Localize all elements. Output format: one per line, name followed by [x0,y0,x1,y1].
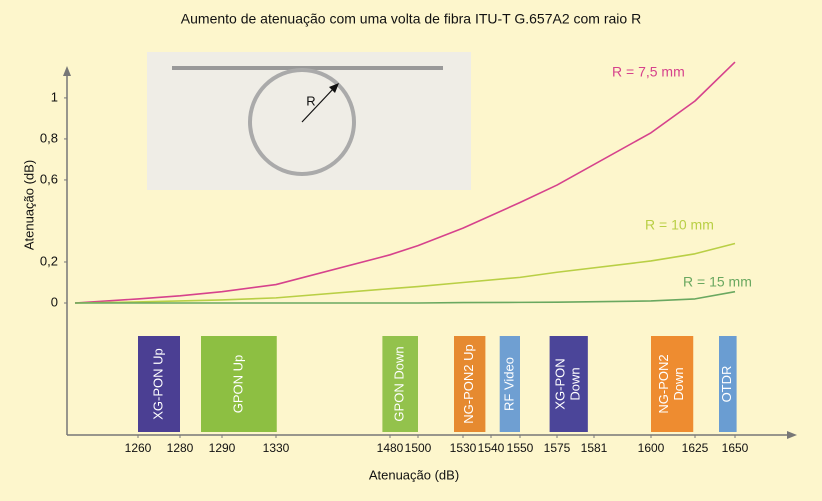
band [549,336,588,432]
band [454,336,486,432]
band [201,336,277,432]
x-tick-label: 1575 [544,441,571,455]
band [499,336,520,432]
series-line [74,61,736,304]
band-label: OTDR [719,366,734,403]
band-label: GPON Down [392,346,407,421]
series-line [75,290,736,304]
x-tick-label: 1530 [450,441,477,455]
x-tick-label: 1260 [125,441,152,455]
inset-radius [301,87,335,123]
x-axis-arrow [787,431,797,439]
band-label: NG-PON2 Up [461,344,476,423]
y-tick-label: 0,8 [40,130,58,145]
y-tick-label: 1 [51,89,58,104]
band-label: GPON Up [230,355,245,414]
x-tick-label: 1650 [722,441,749,455]
series-label: R = 10 mm [645,217,714,233]
inset-loop [248,68,356,176]
x-tick-label: 1600 [638,441,665,455]
series-label: R = 15 mm [683,274,752,290]
band [651,336,694,432]
series-label: R = 7,5 mm [612,64,685,80]
y-axis-arrow [63,66,71,76]
band [382,336,418,432]
x-tick-label: 1540 [478,441,505,455]
x-tick-label: 1625 [682,441,709,455]
x-tick-label: 1500 [405,441,432,455]
chart-title: Aumento de atenuação com uma volta de fi… [181,11,641,27]
band-label: Down [568,367,583,400]
y-axis-label: Atenuação (dB) [21,160,36,250]
series-line [74,242,736,304]
band-label: XG-PON [553,358,568,409]
x-axis-label: Atenuação (dB) [369,467,459,482]
band-label: NG-PON2 [656,354,671,413]
y-tick-label: 0 [51,294,58,309]
x-tick-label: 1280 [167,441,194,455]
x-tick-label: 1330 [263,441,290,455]
x-tick-label: 1480 [377,441,404,455]
inset-label: R [306,93,315,108]
inset [147,52,471,190]
band [138,336,180,432]
x-tick-label: 1581 [581,441,608,455]
band-label: RF Video [501,357,516,411]
band-label: Down [671,367,686,400]
band [719,336,737,432]
y-tick-label: 0,2 [40,253,58,268]
x-tick-label: 1550 [507,441,534,455]
band-label: XG-PON Up [150,348,165,420]
x-tick-label: 1290 [209,441,236,455]
inset-arrowhead [329,83,339,93]
y-tick-label: 0,6 [40,171,58,186]
